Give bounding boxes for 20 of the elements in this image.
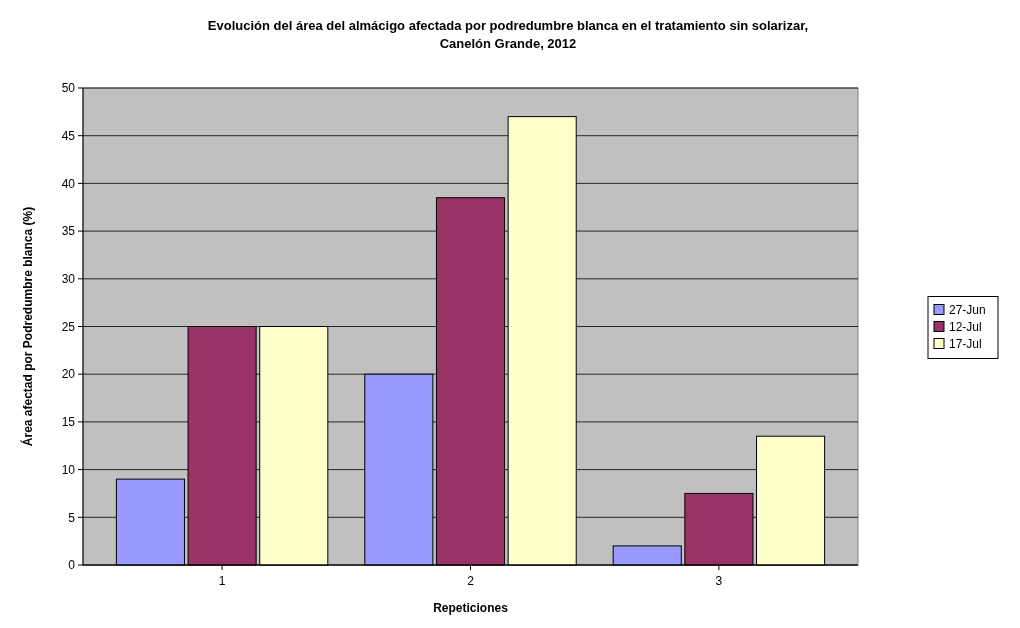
y-tick-label: 35 (61, 224, 76, 239)
x-tick-label: 3 (715, 574, 723, 588)
legend-label: 17-Jul (949, 336, 982, 351)
y-tick-label: 45 (61, 128, 76, 143)
x-axis-title: Repeticiones (433, 601, 509, 615)
legend-label: 12-Jul (949, 319, 982, 334)
chart-title: Evolución del área del almácigo afectada por podredumbre blanca en el tratamiento sin solarizar, Canelón Grande, 2012 (207, 18, 809, 51)
y-tick-label: 40 (61, 176, 76, 191)
legend-label: 27-Jun (949, 302, 986, 317)
y-tick-label: 30 (61, 272, 76, 286)
y-tick-label: 20 (61, 367, 76, 382)
y-tick-label: 25 (61, 319, 76, 334)
y-axis-title: Área afectad por Podredumbre blanca (%) (20, 206, 35, 447)
y-tick-label: 5 (68, 510, 76, 525)
x-tick-label: 2 (467, 574, 475, 588)
x-tick-label: 1 (218, 574, 226, 588)
y-tick-label: 15 (61, 415, 76, 430)
y-tick-label: 10 (61, 462, 76, 477)
y-tick-label: 0 (68, 558, 76, 573)
y-tick-label: 50 (61, 81, 76, 96)
